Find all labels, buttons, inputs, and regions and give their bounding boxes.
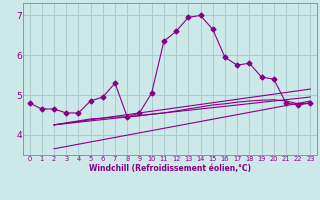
X-axis label: Windchill (Refroidissement éolien,°C): Windchill (Refroidissement éolien,°C): [89, 164, 251, 173]
